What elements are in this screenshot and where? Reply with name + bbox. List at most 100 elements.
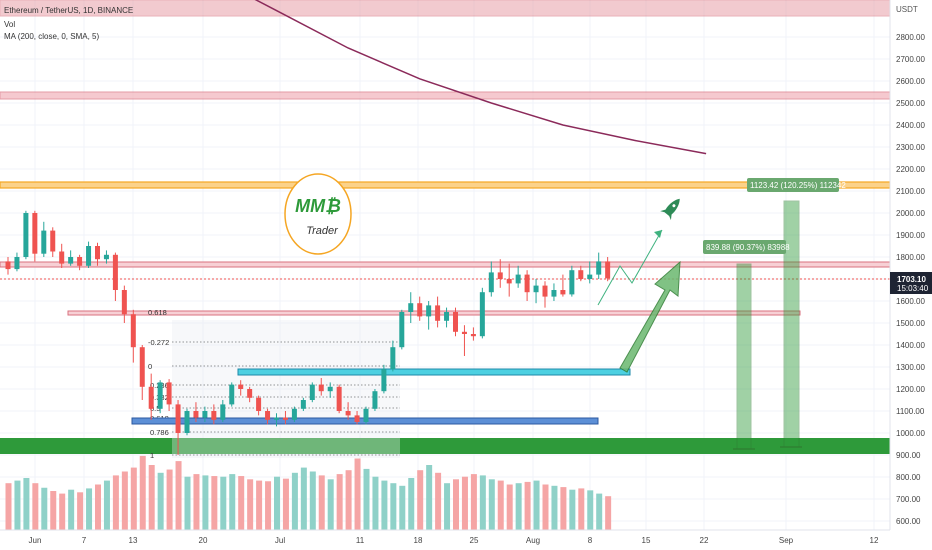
green-support-zone[interactable] [0,438,890,454]
volume-bar [32,483,39,530]
candle [327,382,333,398]
candle [488,261,494,297]
time-tick: 25 [470,536,479,545]
volume-bar [14,480,21,530]
candle [139,345,145,400]
candle [578,265,584,282]
volume-bar [238,476,245,530]
time-tick: Jul [275,536,285,545]
measure-label-far-box [747,178,839,192]
volume-bar [435,472,442,530]
candle [291,406,297,422]
volume-bar [193,474,200,530]
candle [533,279,539,304]
mid-resistance-zone[interactable] [0,261,891,268]
candle [95,242,100,266]
candle [59,243,65,268]
candle [336,384,342,414]
volume-bar [533,480,540,530]
price-tick: 1900.00 [896,231,925,240]
volume-bar [220,476,227,530]
measure-bar-far[interactable] [783,200,800,448]
big-projection-arrow[interactable] [619,260,681,373]
top-resistance-zone[interactable] [0,0,891,17]
time-axis[interactable] [0,530,890,550]
fib-label: 1 [150,451,154,460]
volume-bar [345,470,352,530]
candle [596,252,602,279]
volume-bar [318,475,325,530]
price-tick: 2400.00 [896,121,925,130]
candle [426,301,432,330]
candle [363,406,369,425]
volume-bar [256,480,263,530]
price-tag-box [890,272,932,294]
candle [41,221,47,257]
volume-bar [41,487,48,530]
price-tick: 2800.00 [896,33,925,42]
volume-bar [506,484,513,530]
price-tick: 2600.00 [896,77,925,86]
price-tick: 1000.00 [896,429,925,438]
price-tick: 2100.00 [896,187,925,196]
volume-bar [587,490,594,530]
candle [282,411,288,425]
candle [121,285,127,323]
volume-bar [5,483,12,530]
time-tick: Jun [29,536,42,545]
volume-bar [309,471,316,530]
volume-bar [282,478,289,530]
volume-bar [86,488,93,530]
time-tick: 7 [82,536,87,545]
price-axis[interactable] [890,0,932,530]
candle [112,252,118,301]
volume-bar [202,475,209,530]
volume-bar [211,476,218,530]
volume-bar [354,458,361,530]
candle [560,274,566,297]
volume-bar [291,472,298,530]
volume-bar [381,480,388,530]
price-tick: 1600.00 [896,297,925,306]
volume-bar [229,474,236,530]
volume-bar [497,480,504,530]
price-tick: 1800.00 [896,253,925,262]
candle [515,265,521,288]
candle [32,210,38,262]
candle [202,406,208,422]
projection-arrowhead [654,230,662,238]
price-tick: 600.00 [896,517,921,526]
measure-label-near-box [703,240,786,254]
upper-resistance-zone[interactable] [0,91,891,100]
candle [184,408,190,436]
volume-bar [578,488,585,530]
volume-bar [444,483,451,530]
volume-bar [300,467,307,530]
time-tick: 15 [642,536,651,545]
cyan-demand-zone[interactable] [237,368,631,376]
candle [86,241,92,268]
price-tick: 1100.00 [896,407,925,416]
volume-bar [596,493,603,530]
time-tick: 11 [356,536,365,545]
candle [229,382,235,407]
candle [345,402,351,420]
price-tick: 2700.00 [896,55,925,64]
price-tick: 700.00 [896,495,921,504]
candle [220,400,226,422]
pink-support-zone[interactable] [67,310,801,316]
volume-bar [121,471,128,530]
volume-bar [551,485,558,530]
volume-bar [327,479,334,530]
candle [309,382,315,403]
time-tick: 18 [414,536,423,545]
fib-label: 0.618 [148,308,167,317]
price-axis-ticks: 2800.00 2700.00 2600.00 2500.00 2400.00 2300.… [896,33,925,526]
volume-bar [542,484,549,530]
volume-bar [569,489,576,530]
countdown: 15:03:40 [897,284,929,293]
time-axis-ticks: Jun 7 13 20 Jul 11 18 25 Aug 8 15 22 Sep 12 [29,536,879,545]
measure-bar-near[interactable] [736,263,752,450]
